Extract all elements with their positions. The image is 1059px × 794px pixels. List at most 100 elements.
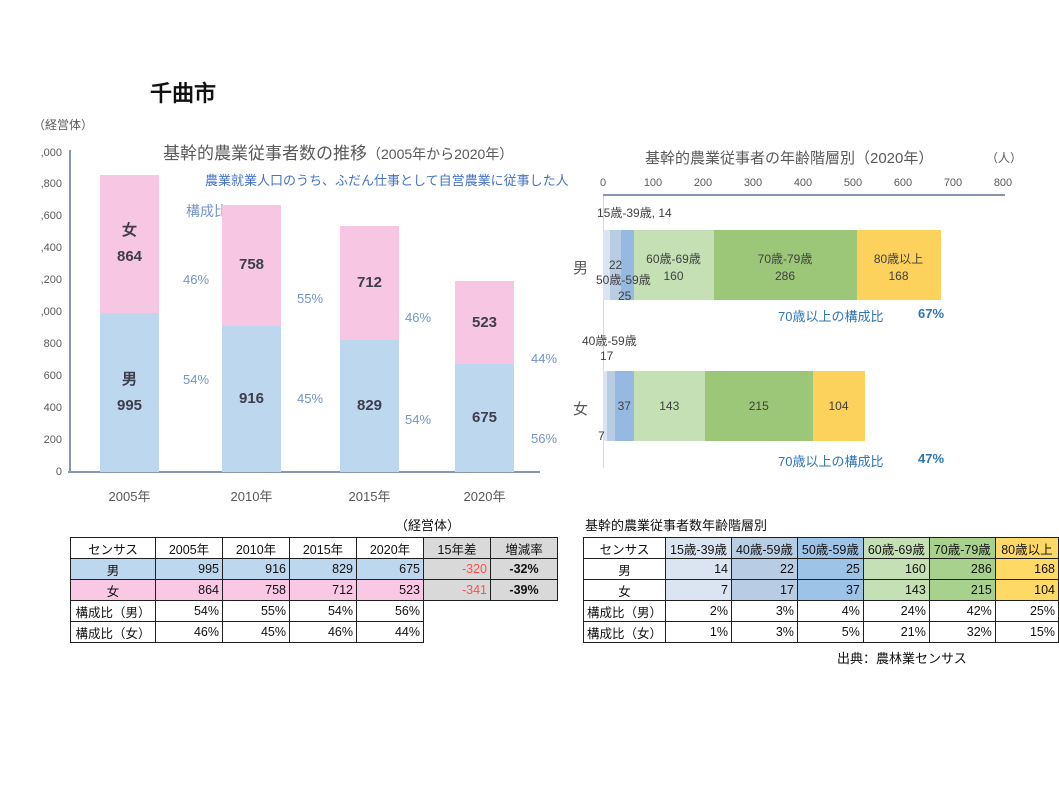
table-cell: 37	[796, 579, 864, 601]
x-tick: 2015年	[348, 489, 391, 504]
pct-label: 44%	[530, 351, 558, 366]
top-axis-line	[603, 194, 1005, 196]
trend-bar-male-2020年	[455, 364, 514, 472]
table-cell: 構成比（男）	[70, 600, 156, 622]
table-cell: センサス	[70, 537, 156, 559]
age-segment-男-0	[603, 230, 610, 300]
table-cell: 15歳-39歳	[665, 537, 732, 559]
x-tick: 100	[643, 177, 663, 189]
table-cell: 60歳-69歳	[862, 537, 930, 559]
segment-label: 70歳-79歳 286	[757, 252, 813, 283]
table-cell: 286	[928, 558, 996, 580]
category-label-女: 女	[572, 401, 588, 418]
trend-bar-female-2010年	[222, 204, 281, 326]
y-tick: ,400	[40, 242, 62, 255]
y-tick: 600	[43, 369, 62, 382]
table-cell: 995	[155, 558, 223, 580]
trend-bar-female-2020年	[455, 280, 514, 365]
table-cell: 32%	[928, 621, 996, 643]
ratio-label: 70歳以上の構成比	[778, 454, 884, 469]
y-tick: ,800	[40, 178, 62, 191]
table-cell: 3%	[730, 600, 798, 622]
table-cell: 構成比（女）	[70, 621, 156, 643]
table-cell: 54%	[155, 600, 223, 622]
table-cell: 14	[665, 558, 732, 580]
y-tick: 200	[43, 433, 62, 446]
table-cell: 40歳-59歳	[730, 537, 798, 559]
bar-value-label: 829	[356, 396, 383, 414]
table-cell: 1%	[665, 621, 732, 643]
table-cell: 54%	[289, 600, 357, 622]
annotation: 25	[618, 289, 632, 303]
segment-label: 215	[748, 399, 769, 413]
segment-label: 60歳-69歳 160	[646, 252, 701, 283]
table-cell: 21%	[862, 621, 930, 643]
pct-label: 46%	[404, 310, 432, 325]
segment-label: 22	[608, 258, 623, 272]
age-segment-男-1	[610, 230, 621, 300]
table-cell: 15年差	[423, 537, 491, 559]
table-cell: 増減率	[490, 537, 558, 559]
bar-value-label: 女 864	[116, 222, 143, 266]
pct-label: 54%	[404, 412, 432, 427]
age-segment-男-5	[856, 230, 941, 300]
segment-label: 80歳以上 168	[873, 252, 924, 283]
ratio-value: 67%	[918, 306, 945, 321]
table-cell: 675	[356, 558, 424, 580]
table-cell: 70歳-79歳	[928, 537, 996, 559]
x-tick: 700	[943, 177, 963, 189]
trend-chart-unit-label: （経営体）	[33, 118, 94, 132]
annotation: 17	[600, 349, 614, 363]
segment-label: 37	[617, 399, 631, 413]
table-cell: 104	[994, 579, 1059, 601]
table-cell: 864	[155, 579, 223, 601]
table-cell: 160	[862, 558, 930, 580]
trend-chart-title: 基幹的農業従事者数の推移（2005年から2020年）	[163, 139, 513, 164]
table-cell: 523	[356, 579, 424, 601]
trend-bar-male-2015年	[340, 339, 399, 472]
annotation: 40歳-59歳	[582, 334, 637, 348]
table-cell: 15%	[994, 621, 1059, 643]
table-cell: 45%	[222, 621, 290, 643]
age-segment-男-2	[621, 230, 634, 300]
table-cell: 168	[994, 558, 1059, 580]
x-tick: 600	[893, 177, 913, 189]
pct-label: 56%	[530, 431, 558, 446]
y-tick: ,000	[40, 306, 62, 318]
table-cell: 46%	[155, 621, 223, 643]
table-cell: 22	[730, 558, 798, 580]
x-tick: 2020年	[463, 489, 506, 504]
x-tick: 800	[993, 177, 1013, 189]
bar-value-label: 712	[356, 273, 383, 291]
table-cell: -341	[423, 579, 491, 601]
x-tick: 200	[693, 177, 713, 189]
table-cell: 4%	[796, 600, 864, 622]
table-cell: 916	[222, 558, 290, 580]
table-cell: 143	[862, 579, 930, 601]
x-tick: 2010年	[230, 489, 273, 504]
age-table-grid: センサス 15歳-39歳 40歳-59歳 50歳-59歳 60歳-69歳 70歳-79歳 8…	[582, 537, 1059, 643]
table-cell: 50歳-59歳	[796, 537, 864, 559]
trend-bar-female-2015年	[340, 226, 399, 340]
trend-chart-title-paren: （2005年から2020年）	[367, 146, 514, 162]
bar-value-label: 758	[238, 256, 265, 274]
y-axis-line	[69, 150, 71, 473]
category-label-男: 男	[572, 260, 588, 277]
table-cell: 80歳以上	[994, 537, 1059, 559]
y-tick: 0	[55, 465, 62, 478]
table-cell: 17	[730, 579, 798, 601]
table-cell: 56%	[356, 600, 424, 622]
table-cell: -320	[423, 558, 491, 580]
age-segment-女-1	[606, 371, 615, 441]
bar-value-label: 675	[471, 409, 498, 427]
table-cell: 女	[70, 579, 156, 601]
right-table-title: 基幹的農業従事者数年齢階層別	[585, 518, 768, 533]
table-cell: 24%	[862, 600, 930, 622]
age-segment-男-4	[713, 230, 857, 300]
trend-table-grid: センサス 2005年 2010年 2015年 2020年 15年差 増減率男 995 916 82…	[70, 537, 558, 643]
age-segment-女-3	[633, 371, 705, 441]
pct-label: 55%	[296, 291, 324, 306]
table-cell: 2005年	[155, 537, 223, 559]
x-tick: 2005年	[108, 489, 151, 504]
table-cell: -32%	[490, 558, 558, 580]
